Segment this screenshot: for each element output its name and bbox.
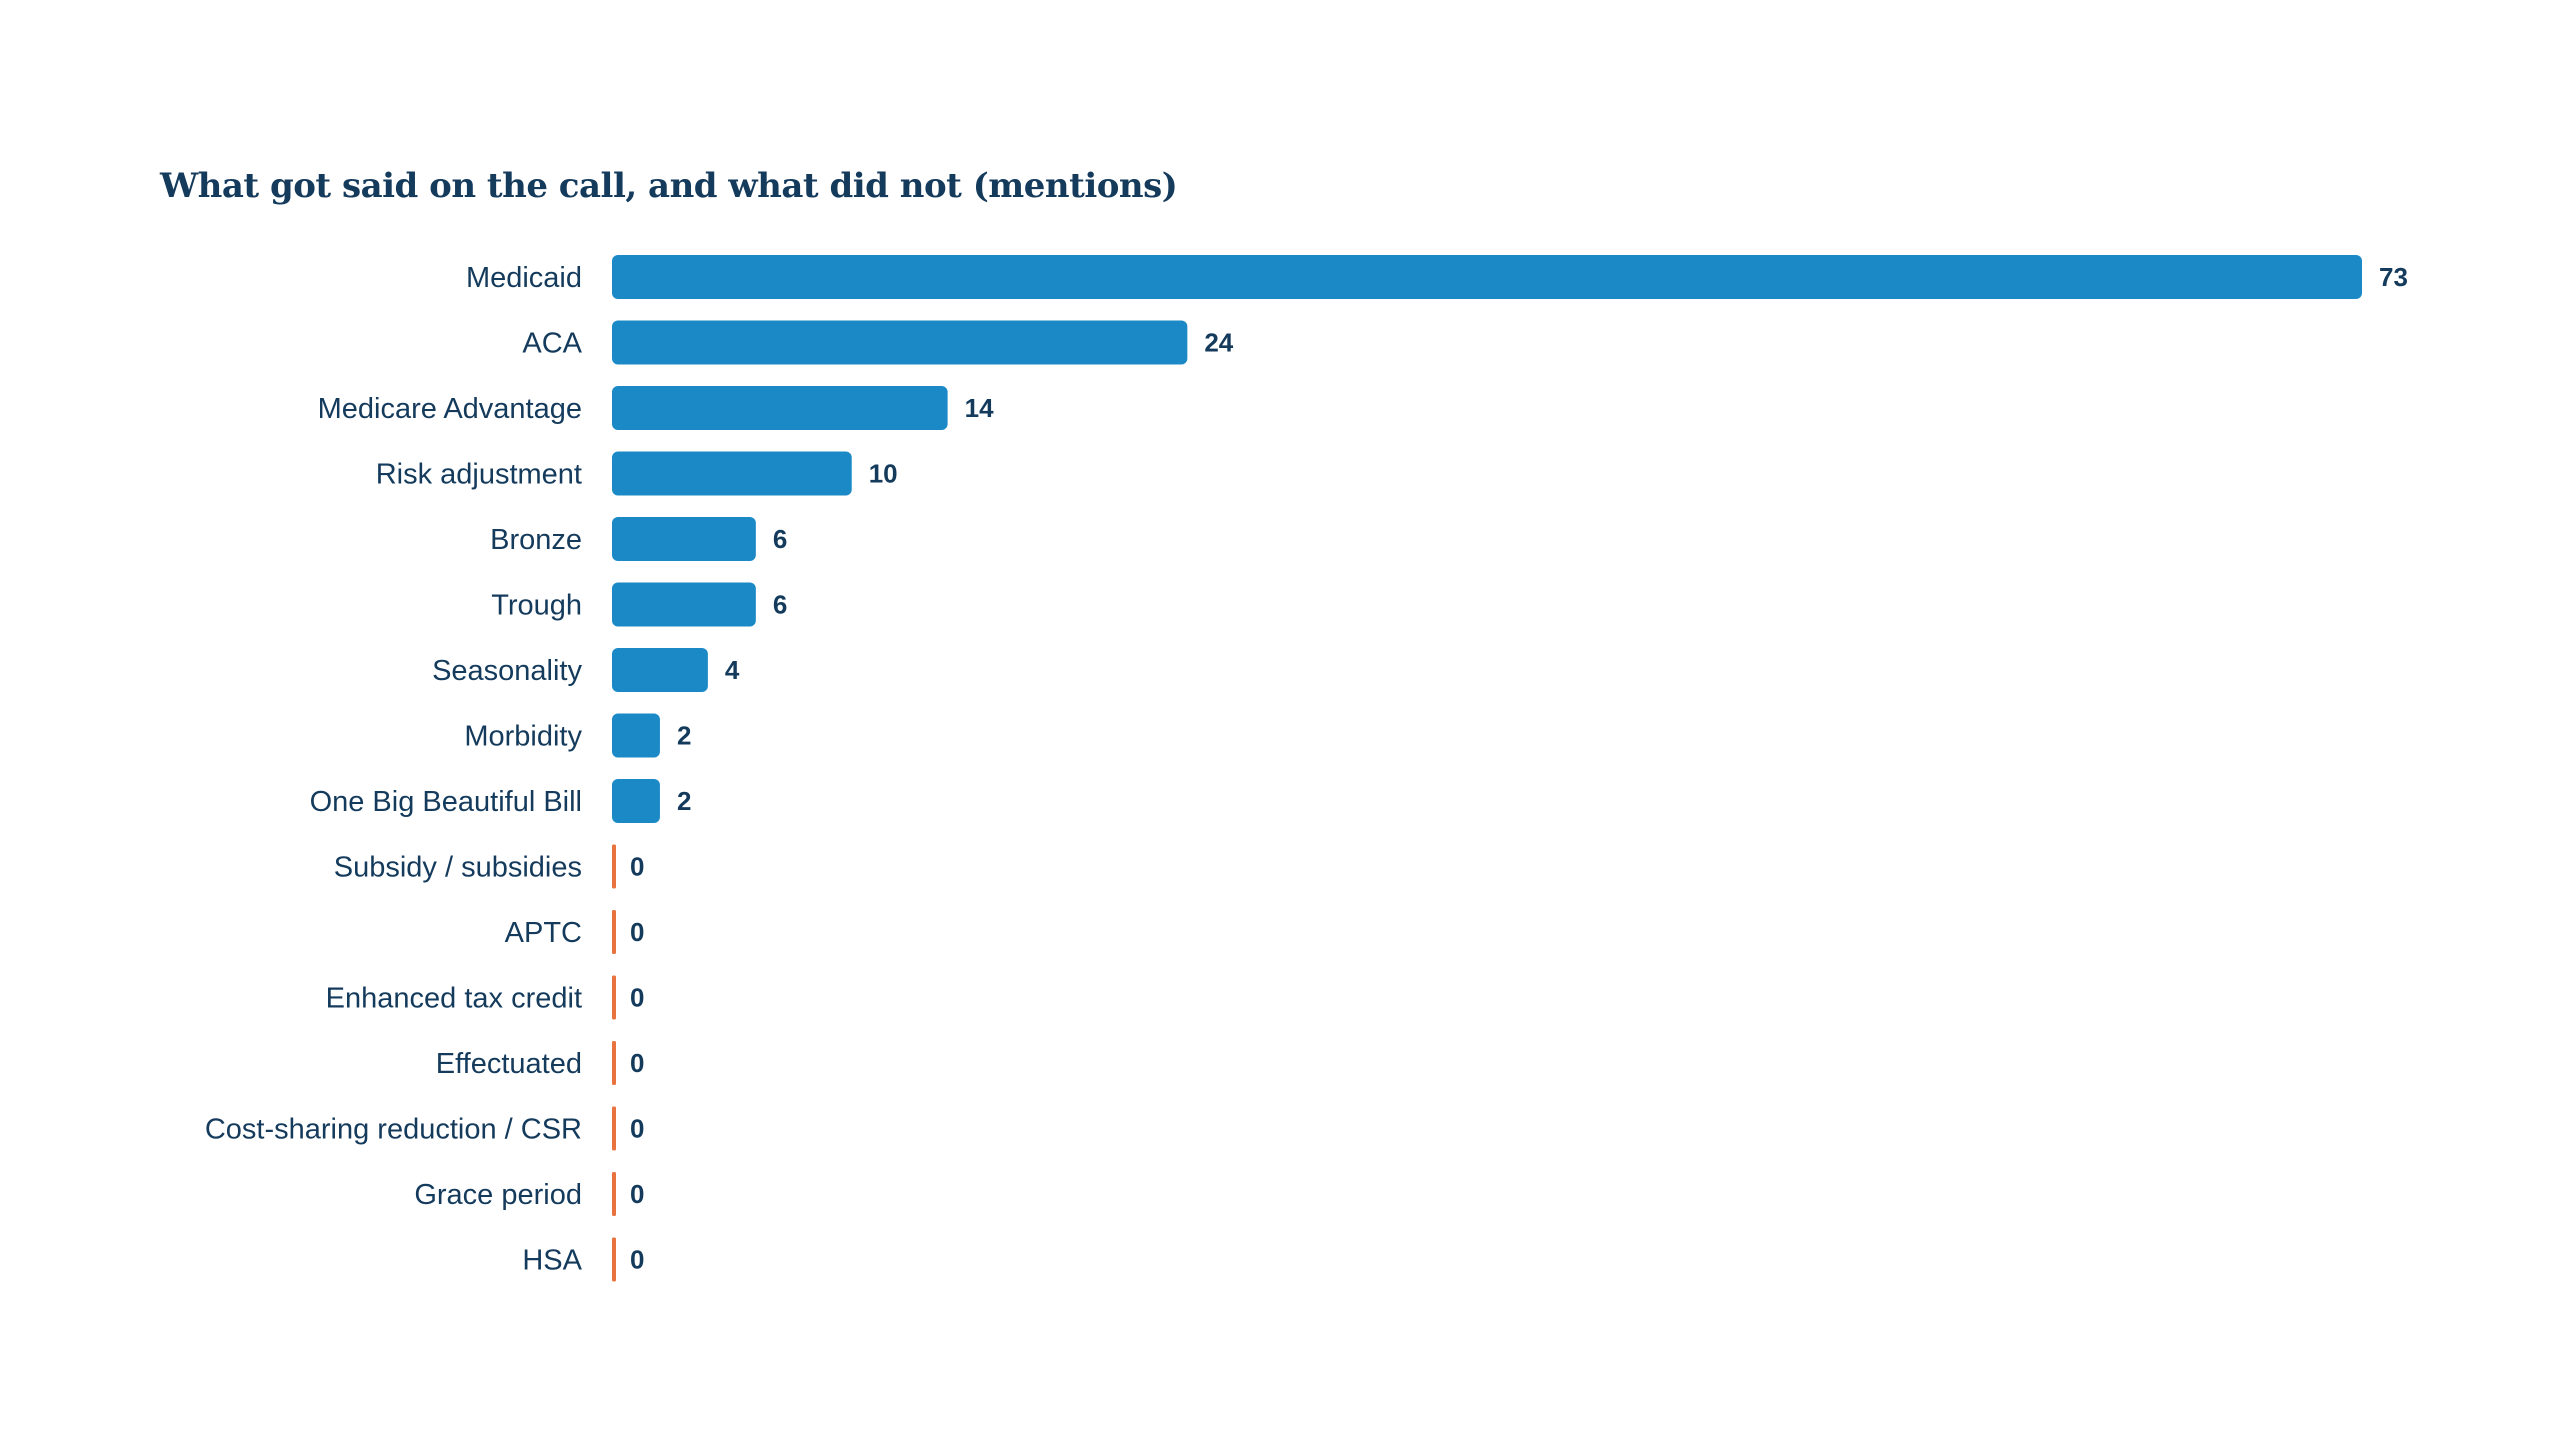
category-label-bronze: Bronze	[490, 524, 582, 556]
zero-marker-hsa	[612, 1237, 616, 1282]
category-label-seasonality: Seasonality	[432, 655, 582, 687]
bar-risk-adjustment	[612, 451, 852, 496]
value-label-aptc: 0	[630, 917, 644, 947]
zero-marker-cost-sharing-reduction-csr	[612, 1106, 616, 1151]
category-label-grace-period: Grace period	[414, 1179, 582, 1211]
value-label-seasonality: 4	[725, 655, 740, 685]
category-label-morbidity: Morbidity	[464, 721, 582, 753]
category-label-trough: Trough	[491, 590, 582, 622]
category-label-medicare-advantage: Medicare Advantage	[318, 393, 582, 425]
zero-marker-effectuated	[612, 1041, 616, 1085]
value-label-trough: 6	[773, 590, 787, 620]
category-label-aptc: APTC	[505, 917, 582, 949]
value-label-one-big-beautiful-bill: 2	[677, 786, 691, 816]
bar-medicaid	[612, 255, 2362, 299]
zero-marker-enhanced-tax-credit	[612, 975, 616, 1020]
value-label-grace-period: 0	[630, 1179, 644, 1209]
category-label-aca: ACA	[522, 328, 582, 360]
category-label-enhanced-tax-credit: Enhanced tax credit	[326, 983, 582, 1015]
chart-title: What got said on the call, and what did …	[160, 166, 1178, 206]
value-label-effectuated: 0	[630, 1048, 644, 1078]
value-label-medicaid: 73	[2379, 262, 2408, 292]
category-label-effectuated: Effectuated	[436, 1048, 582, 1080]
bar-one-big-beautiful-bill	[612, 779, 660, 823]
category-label-one-big-beautiful-bill: One Big Beautiful Bill	[310, 786, 582, 818]
value-label-aca: 24	[1204, 328, 1233, 358]
bar-seasonality	[612, 648, 708, 692]
bar-bronze	[612, 517, 756, 561]
bar-trough	[612, 582, 756, 627]
zero-marker-subsidy-subsidies	[612, 844, 616, 889]
category-label-medicaid: Medicaid	[466, 262, 582, 294]
category-label-cost-sharing-reduction-csr: Cost-sharing reduction / CSR	[205, 1114, 582, 1146]
bar-aca	[612, 320, 1188, 365]
category-label-hsa: HSA	[522, 1245, 582, 1277]
bar-morbidity	[612, 713, 660, 758]
zero-marker-grace-period	[612, 1172, 616, 1216]
value-label-subsidy-subsidies: 0	[630, 852, 644, 882]
zero-marker-aptc	[612, 910, 616, 954]
category-label-risk-adjustment: Risk adjustment	[376, 459, 582, 491]
value-label-morbidity: 2	[677, 721, 691, 751]
value-label-bronze: 6	[773, 524, 787, 554]
value-label-hsa: 0	[630, 1245, 644, 1275]
bar-medicare-advantage	[612, 386, 948, 430]
value-label-cost-sharing-reduction-csr: 0	[630, 1114, 644, 1144]
value-label-medicare-advantage: 14	[965, 393, 994, 423]
value-label-risk-adjustment: 10	[869, 459, 898, 489]
category-label-subsidy-subsidies: Subsidy / subsidies	[334, 852, 582, 884]
value-label-enhanced-tax-credit: 0	[630, 983, 644, 1013]
